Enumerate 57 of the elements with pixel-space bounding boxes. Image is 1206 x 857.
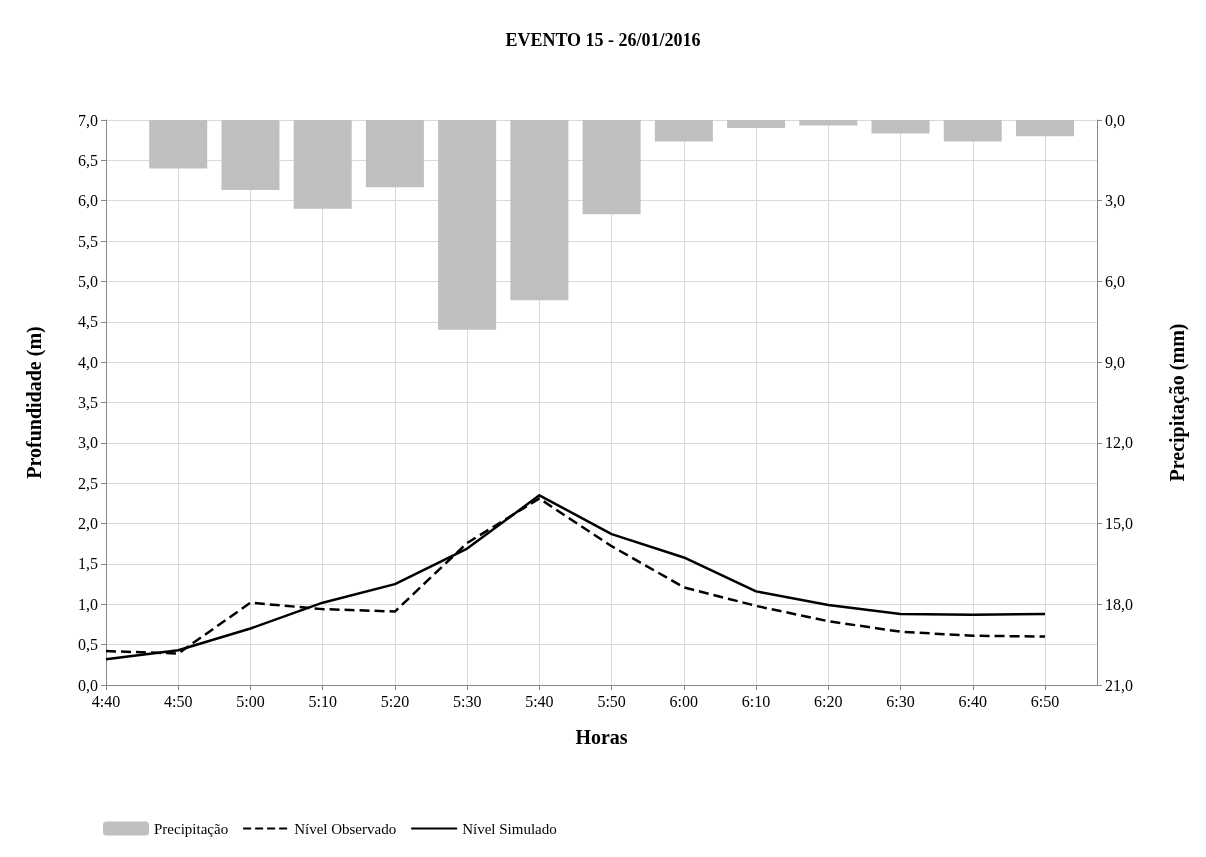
x-tick-label: 5:40 — [525, 692, 554, 710]
x-tick-label: 6:10 — [741, 692, 771, 710]
y2-tick-label: 21,0 — [1105, 676, 1133, 694]
bar — [871, 120, 930, 134]
x-tick-label: 6:20 — [814, 692, 843, 710]
y2-tick-label: 12,0 — [1105, 434, 1133, 452]
y2-tick-label: 0,0 — [1105, 111, 1125, 129]
y-tick-label: 0,0 — [78, 676, 98, 694]
x-axis-title: Horas — [575, 726, 628, 748]
chart-title: EVENTO 15 - 26/01/2016 — [505, 30, 701, 50]
legend-label: Nível Simulado — [462, 820, 557, 837]
y-tick-label: 5,0 — [78, 272, 98, 290]
bar — [727, 120, 786, 129]
y2-axis-title: Precipitação (mm) — [1166, 323, 1189, 482]
y-tick-label: 1,0 — [78, 595, 98, 613]
y2-tick-label: 6,0 — [1105, 272, 1125, 290]
bar — [438, 120, 497, 330]
y-tick-label: 5,5 — [78, 232, 98, 250]
y-tick-label: 2,5 — [78, 474, 98, 492]
y-tick-label: 6,0 — [78, 192, 98, 210]
y-tick-label: 4,5 — [78, 313, 98, 331]
y-tick-label: 7,0 — [78, 111, 98, 129]
legend-label: Precipitação — [154, 820, 229, 837]
y-tick-label: 1,5 — [78, 555, 98, 573]
bar — [1015, 120, 1074, 137]
x-tick-label: 5:00 — [236, 692, 265, 710]
y-tick-label: 4,0 — [78, 353, 98, 371]
x-tick-label: 6:40 — [958, 692, 987, 710]
y-axis-title: Profundidade (m) — [23, 326, 46, 479]
x-tick-label: 5:50 — [597, 692, 626, 710]
bar — [293, 120, 352, 209]
y-tick-label: 0,5 — [78, 636, 98, 654]
bar — [654, 120, 713, 142]
y2-tick-label: 18,0 — [1105, 595, 1133, 613]
bar — [582, 120, 641, 215]
y2-tick-label: 15,0 — [1105, 515, 1133, 533]
x-tick-label: 5:30 — [452, 692, 482, 710]
bar — [365, 120, 424, 188]
x-tick-label: 4:50 — [164, 692, 193, 710]
y2-tick-label: 3,0 — [1105, 192, 1125, 210]
x-tick-label: 6:50 — [1030, 692, 1060, 710]
y2-tick-label: 9,0 — [1105, 353, 1125, 371]
y-tick-label: 3,5 — [78, 394, 98, 411]
x-tick-label: 6:30 — [886, 692, 915, 710]
bar — [943, 120, 1002, 142]
y-tick-label: 3,0 — [78, 434, 98, 452]
x-tick-label: 5:10 — [308, 692, 337, 710]
y-tick-label: 2,0 — [78, 515, 98, 533]
bar — [799, 120, 858, 126]
bar — [221, 120, 280, 190]
y-tick-label: 6,5 — [78, 151, 98, 169]
bar — [510, 120, 569, 301]
x-tick-label: 5:20 — [380, 692, 410, 710]
bar — [149, 120, 208, 169]
x-tick-label: 6:00 — [669, 692, 699, 710]
x-tick-label: 4:40 — [91, 692, 121, 710]
legend-label: Nível Observado — [294, 820, 397, 837]
